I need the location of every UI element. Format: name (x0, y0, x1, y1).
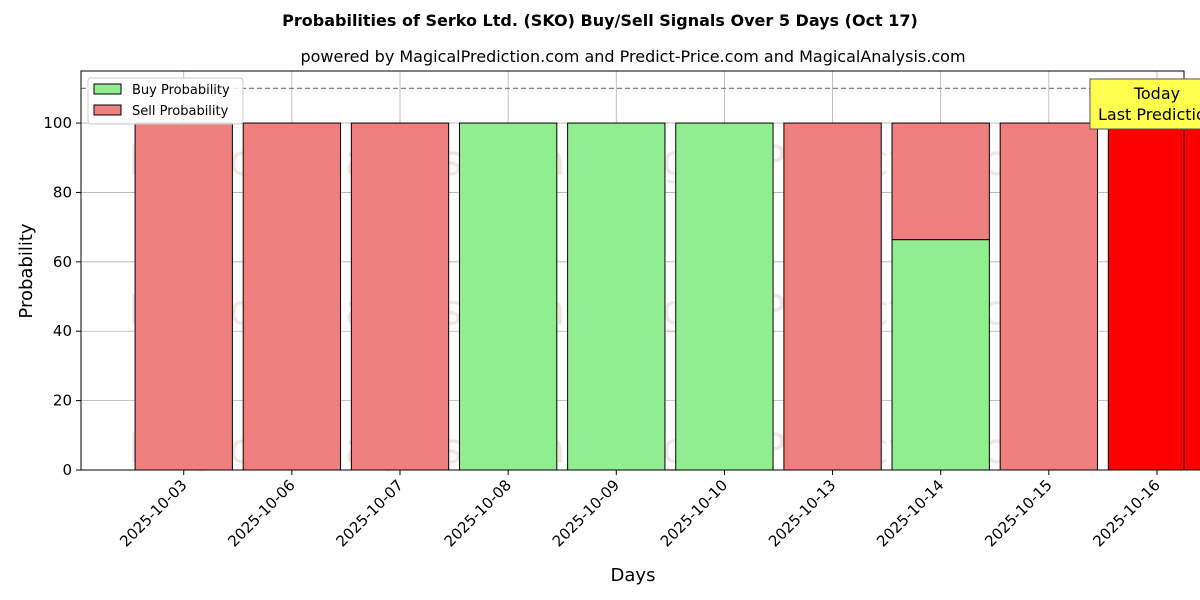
bar-sell-2025-10-13 (783, 122, 882, 471)
legend-entry-label: Sell Probability (132, 104, 229, 119)
x-tick-label: 2025-10-13 (765, 476, 839, 550)
x-axis-label: Days (611, 565, 656, 586)
y-tick-label: 40 (53, 322, 72, 340)
x-tick-label: 2025-10-16 (1089, 476, 1163, 550)
bar-buy-2025-10-09 (567, 122, 666, 471)
x-tick-label: 2025-10-15 (981, 476, 1055, 550)
y-tick-label: 60 (53, 253, 72, 271)
bar-sell-2025-10-14 (891, 122, 990, 241)
legend-entry-label: Buy Probability (132, 83, 230, 98)
bar-sell-2025-10-03 (134, 122, 233, 471)
chart-title: Probabilities of Serko Ltd. (SKO) Buy/Se… (282, 11, 918, 30)
x-tick-label: 2025-10-06 (224, 476, 298, 550)
x-tick-label: 2025-10-08 (441, 476, 515, 550)
bar-sell-2025-10-16 (1107, 122, 1200, 471)
plot-frame (80, 70, 1185, 471)
chart-subtitle: powered by MagicalPrediction.com and Pre… (300, 47, 965, 66)
y-tick-label: 80 (53, 183, 72, 201)
x-tick-label: 2025-10-10 (657, 476, 731, 550)
y-tick-label: 20 (53, 392, 72, 410)
legend: Buy Probability Sell Probability (87, 77, 244, 125)
bar-sell-2025-10-07 (350, 122, 450, 471)
legend-box (87, 77, 244, 125)
x-tick-label: 2025-10-09 (549, 476, 623, 550)
bars-layer (81, 87, 1200, 471)
annotation-text: Today (1133, 84, 1180, 103)
x-tick-label: 2025-10-14 (873, 476, 947, 550)
legend-swatch (93, 83, 122, 95)
annotation-box (1089, 78, 1200, 130)
bar-buy-2025-10-10 (675, 122, 774, 471)
annotation: Today Last Prediction (1089, 78, 1200, 130)
y-tick-label: 0 (62, 461, 72, 479)
x-tick-label: 2025-10-07 (332, 476, 406, 550)
bar-buy-2025-10-08 (458, 122, 558, 471)
bar-buy-2025-10-14 (891, 239, 990, 471)
bar-sell-2025-10-06 (242, 122, 342, 471)
x-tick-label: 2025-10-03 (116, 476, 190, 550)
bar-sell-2025-10-15 (999, 122, 1098, 471)
y-tick-label: 100 (43, 114, 72, 132)
y-axis-label: Probability (16, 223, 37, 318)
annotation-text: Last Prediction (1098, 105, 1200, 124)
legend-swatch (93, 104, 122, 116)
